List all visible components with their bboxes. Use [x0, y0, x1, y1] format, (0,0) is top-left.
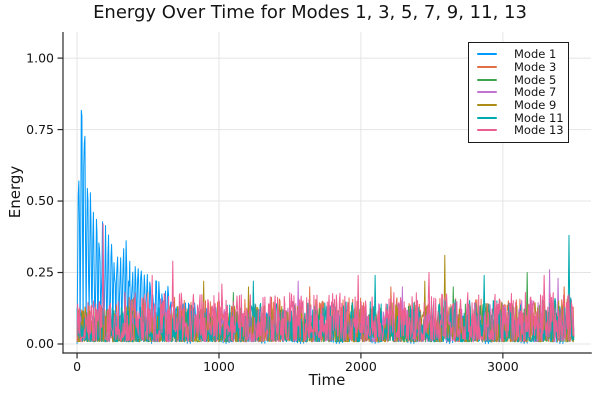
y-tick-label: 0.25	[26, 265, 54, 280]
legend-swatch-mode-11	[477, 116, 497, 119]
legend-swatch-mode-9	[477, 104, 497, 107]
legend-entry-mode-9: Mode 9	[477, 99, 568, 112]
legend-swatch-mode-3	[477, 66, 497, 69]
legend-swatch-mode-7	[477, 91, 497, 94]
y-tick-label: 0.50	[26, 193, 54, 208]
x-tick-label: 1000	[203, 359, 235, 374]
legend-label-mode-9: Mode 9	[514, 98, 557, 113]
legend: Mode 1 Mode 3 Mode 5 Mode 7 Mode 9 Mode 11 Mod…	[468, 42, 569, 143]
legend-label-mode-11: Mode 11	[514, 110, 564, 125]
x-tick-label: 0	[73, 359, 81, 374]
legend-label-mode-1: Mode 1	[514, 47, 557, 62]
y-tick-label: 1.00	[26, 50, 54, 65]
x-axis-label: Time	[308, 371, 346, 389]
y-tick-label: 0.75	[26, 122, 54, 137]
legend-entry-mode-5: Mode 5	[477, 73, 568, 86]
series-path-mode-13	[76, 223, 575, 342]
legend-label-mode-13: Mode 13	[514, 123, 564, 138]
legend-swatch-mode-1	[477, 53, 497, 56]
legend-entry-mode-3: Mode 3	[477, 61, 568, 74]
y-axis-label: Energy	[6, 165, 24, 219]
chart-title: Energy Over Time for Modes 1, 3, 5, 7, 9…	[93, 2, 527, 23]
legend-swatch-mode-5	[477, 78, 497, 81]
legend-entry-mode-13: Mode 13	[477, 124, 568, 137]
legend-entry-mode-11: Mode 11	[477, 111, 568, 124]
legend-entry-mode-7: Mode 7	[477, 86, 568, 99]
legend-entry-mode-1: Mode 1	[477, 48, 568, 61]
legend-label-mode-3: Mode 3	[514, 60, 557, 75]
x-tick-label: 2000	[345, 359, 377, 374]
legend-swatch-mode-13	[477, 129, 497, 132]
y-tick-label: 0.00	[26, 336, 54, 351]
x-tick-label: 3000	[487, 359, 519, 374]
legend-label-mode-7: Mode 7	[514, 85, 557, 100]
legend-label-mode-5: Mode 5	[514, 72, 557, 87]
